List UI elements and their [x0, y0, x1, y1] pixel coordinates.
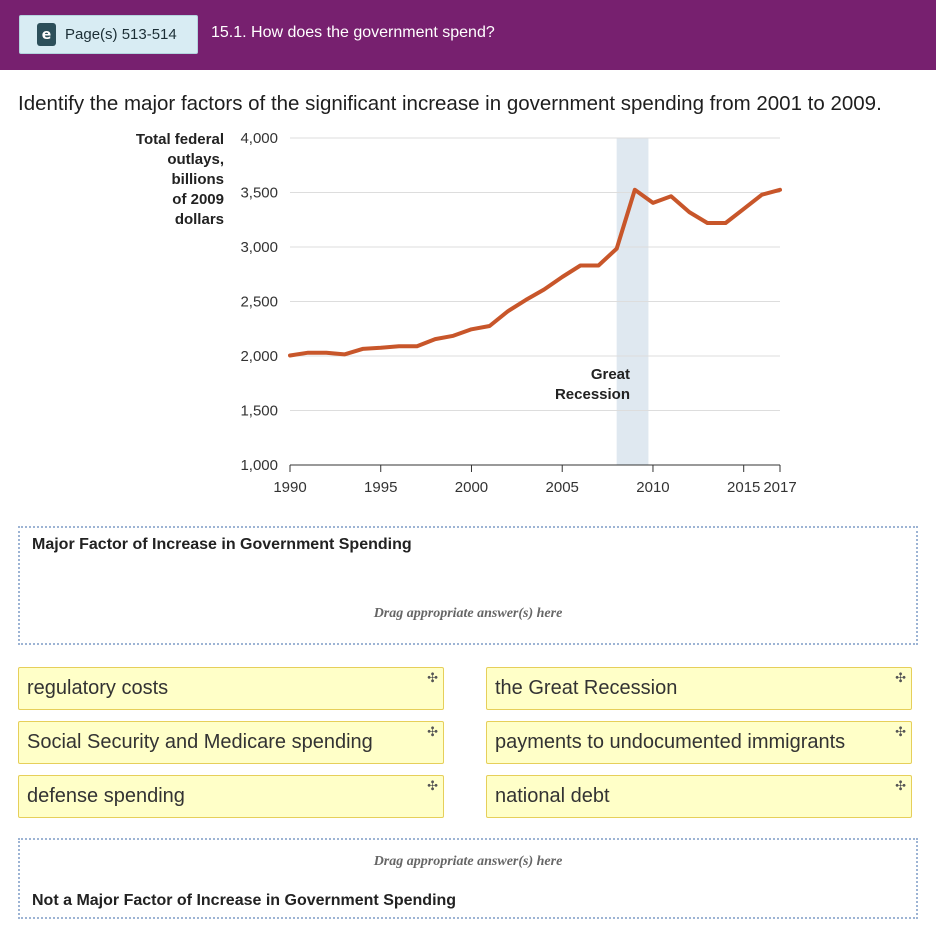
recession-annotation: Recession: [555, 386, 630, 403]
y-axis-title-line: outlays,: [167, 151, 224, 168]
answer-chip-label: regulatory costs: [27, 677, 169, 699]
answer-chip-label: Social Security and Medicare spending: [27, 731, 373, 753]
y-axis-title: Total federal outlays, billions of 2009 doll…: [136, 130, 224, 230]
answer-chip-label: payments to undocumented immigrants: [495, 731, 846, 753]
x-tick-label: 2010: [636, 479, 669, 496]
move-icon: ✣: [895, 725, 906, 740]
answer-chip-defense-spending[interactable]: defense spending ✣: [18, 775, 444, 818]
y-tick-label: 3,500: [240, 185, 278, 202]
question-title: 15.1. How does the government spend?: [211, 24, 495, 41]
y-tick-label: 1,500: [240, 403, 278, 420]
move-icon: ✣: [427, 725, 438, 740]
answer-chip-label: defense spending: [27, 785, 185, 807]
spending-chart: Total federal outlays, billions of 2009 doll…: [0, 126, 936, 506]
answer-chip-label: national debt: [495, 785, 610, 807]
header-bar: e Page(s) 513-514 15.1. How does the gov…: [0, 0, 936, 70]
y-tick-label: 3,000: [240, 239, 278, 256]
y-tick-label: 2,000: [240, 348, 278, 365]
page-reference-button[interactable]: e Page(s) 513-514: [19, 15, 198, 54]
x-tick-label: 2005: [546, 479, 579, 496]
dropzone-major-title: Major Factor of Increase in Government S…: [32, 536, 412, 553]
ebook-icon: e: [37, 23, 56, 46]
y-axis-title-line: billions: [171, 171, 225, 188]
dropzone-not-major-factor[interactable]: Drag appropriate answer(s) here Not a Ma…: [18, 838, 918, 919]
y-tick-label: 4,000: [240, 130, 278, 147]
answer-chip-great-recession[interactable]: the Great Recession ✣: [486, 667, 912, 710]
outlays-series-line: [288, 187, 782, 358]
chart-canvas: 1,000 1,500 2,000 2,500 3,000 3,500 4,000 1990 1…: [240, 130, 796, 496]
dropzone-not-major-hint: Drag appropriate answer(s) here: [373, 854, 563, 869]
dropzone-major-factor[interactable]: Major Factor of Increase in Government S…: [18, 526, 918, 645]
y-axis-title-line: Total federal: [135, 131, 224, 148]
y-axis-title-line: dollars: [174, 211, 224, 228]
answer-chip-social-security[interactable]: Social Security and Medicare spending ✣: [18, 721, 444, 764]
x-tick-label: 1990: [273, 479, 306, 496]
y-tick-label: 1,000: [240, 457, 278, 474]
move-icon: ✣: [427, 671, 438, 686]
recession-annotation: Great: [591, 366, 630, 383]
answer-chip-undocumented-immigrants[interactable]: payments to undocumented immigrants ✣: [486, 721, 912, 764]
x-tick-label: 2000: [455, 479, 488, 496]
move-icon: ✣: [427, 779, 438, 794]
answer-chip-regulatory-costs[interactable]: regulatory costs ✣: [18, 667, 444, 710]
answer-chip-label: the Great Recession: [495, 677, 678, 699]
move-icon: ✣: [895, 671, 906, 686]
y-axis-title-line: of 2009: [172, 191, 224, 208]
answer-chip-national-debt[interactable]: national debt ✣: [486, 775, 912, 818]
move-icon: ✣: [895, 779, 906, 794]
page-reference-label: Page(s) 513-514: [65, 26, 177, 43]
dropzone-not-major-title: Not a Major Factor of Increase in Govern…: [32, 892, 457, 909]
dropzone-major-hint: Drag appropriate answer(s) here: [373, 606, 563, 621]
x-tick-label: 1995: [364, 479, 397, 496]
x-tick-label: 2015: [727, 479, 760, 496]
x-tick-label: 2017: [763, 479, 796, 496]
question-prompt: Identify the major factors of the signif…: [18, 92, 882, 115]
y-tick-label: 2,500: [240, 294, 278, 311]
